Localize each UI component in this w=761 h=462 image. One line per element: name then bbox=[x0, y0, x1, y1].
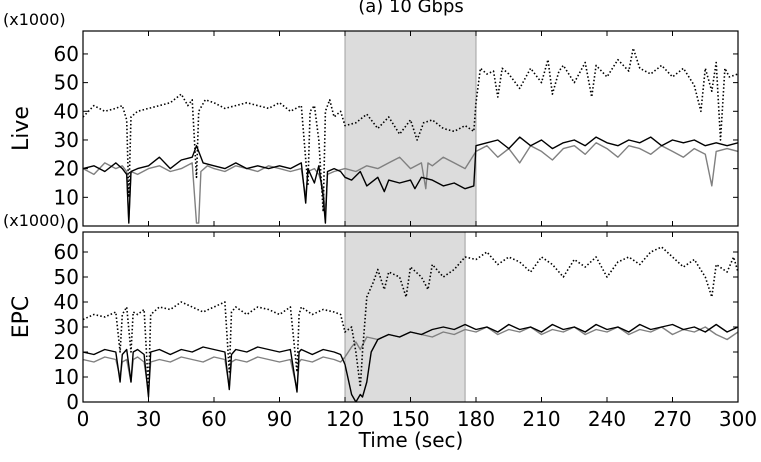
x-tick-label: 300 bbox=[719, 407, 757, 431]
y-axis-label: EPC bbox=[9, 296, 34, 339]
y-tick-label: 0 bbox=[66, 390, 79, 414]
panel-live: 0 10 20 30 40 50 60 (x1000) Live bbox=[3, 10, 739, 238]
x-tick-label: 150 bbox=[391, 407, 429, 431]
y-tick-label: 20 bbox=[54, 157, 79, 181]
shaded-region bbox=[344, 30, 477, 227]
y-tick-label: 40 bbox=[54, 290, 79, 314]
y-tick-label: 0 bbox=[66, 214, 79, 238]
x-tick-label: 210 bbox=[522, 407, 560, 431]
x-tick-label: 90 bbox=[267, 407, 292, 431]
x-tick-label: 30 bbox=[136, 407, 161, 431]
series-dotted bbox=[83, 246, 738, 391]
x-tick-label: 240 bbox=[588, 407, 626, 431]
x-tick-label: 60 bbox=[201, 407, 226, 431]
y-tick-label: 60 bbox=[54, 240, 79, 264]
y-tick-label: 40 bbox=[54, 99, 79, 123]
series-solid-gray bbox=[83, 142, 738, 224]
y-multiplier-label: (x1000) bbox=[3, 211, 66, 230]
y-tick-label: 30 bbox=[54, 128, 79, 152]
chart-title: (a) 10 Gbps bbox=[358, 0, 464, 17]
y-tick-label: 10 bbox=[54, 365, 79, 389]
x-axis-label: Time (sec) bbox=[358, 428, 464, 452]
y-axis-label: Live bbox=[9, 106, 34, 151]
y-tick-label: 50 bbox=[54, 265, 79, 289]
shaded-region bbox=[344, 231, 466, 403]
x-tick-label: 270 bbox=[653, 407, 691, 431]
y-tick-label: 30 bbox=[54, 315, 79, 339]
y-tick-label: 50 bbox=[54, 71, 79, 95]
y-tick-label: 60 bbox=[54, 42, 79, 66]
x-tick-label: 0 bbox=[77, 407, 90, 431]
series-solid-black bbox=[83, 136, 738, 224]
y-multiplier-label: (x1000) bbox=[3, 10, 66, 29]
y-tick-label: 20 bbox=[54, 340, 79, 364]
series-solid-gray bbox=[83, 326, 738, 393]
y-tick-label: 10 bbox=[54, 185, 79, 209]
series-solid-black bbox=[83, 323, 738, 402]
x-tick-label: 120 bbox=[326, 407, 364, 431]
x-tick-label: 180 bbox=[457, 407, 495, 431]
series-dotted bbox=[83, 47, 738, 213]
